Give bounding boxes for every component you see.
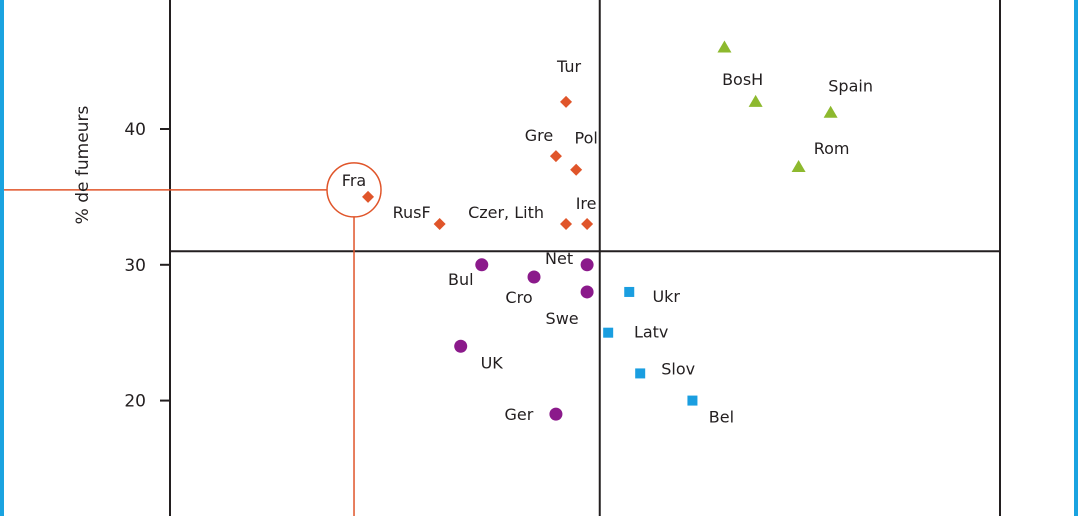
y-axis-label: % de fumeurs (73, 106, 93, 225)
point-net-marker (580, 258, 594, 272)
point-cro-marker (527, 270, 541, 284)
point-ukr-label: Ukr (652, 287, 680, 306)
point-latv-marker (603, 327, 614, 338)
point-unlabeled-1-0-marker (717, 40, 732, 53)
highlight-circle (326, 162, 382, 218)
y-tick-label: 40 (124, 120, 146, 140)
point-fra-label: Fra (342, 171, 366, 190)
point-swe-marker (580, 285, 594, 299)
point-gre-marker (549, 150, 562, 163)
point-gre-label: Gre (525, 126, 553, 145)
y-tick-label: 20 (124, 392, 146, 412)
point-ger-marker (549, 407, 563, 421)
point-pol-label: Pol (574, 129, 597, 148)
point-uk-label: UK (481, 353, 504, 372)
point-fra-marker (362, 190, 375, 203)
point-ire-marker (581, 218, 594, 231)
point-slov-marker (635, 368, 646, 379)
point-bosh-marker (748, 94, 763, 107)
point-rom-label: Rom (814, 139, 850, 158)
y-tick-label: 30 (124, 256, 146, 276)
point-ger-label: Ger (505, 405, 534, 424)
point-rusf-label: RusF (393, 203, 431, 222)
point-ire-label: Ire (576, 194, 597, 213)
point-rom-marker (791, 160, 806, 173)
point-cro-label: Cro (505, 288, 532, 307)
point-slov-label: Slov (661, 359, 695, 378)
point-bel-label: Bel (709, 408, 734, 427)
point-tur-label: Tur (556, 57, 581, 76)
point-swe-label: Swe (546, 309, 579, 328)
point-tur-marker (560, 95, 573, 108)
point-rusf-marker (433, 218, 446, 231)
point-bosh-label: BosH (722, 70, 763, 89)
point-bul-label: Bul (448, 270, 474, 289)
point-latv-label: Latv (634, 323, 668, 342)
point-bul-marker (475, 258, 489, 272)
point-ukr-marker (624, 286, 635, 297)
point-uk-marker (454, 339, 468, 353)
point-spain-marker (823, 105, 838, 118)
point-net-label: Net (545, 249, 573, 268)
point-spain-label: Spain (828, 77, 873, 96)
point-bel-marker (687, 395, 698, 406)
point-pol-marker (570, 163, 583, 176)
point-czer-lith-label: Czer, Lith (468, 203, 544, 222)
point-czer-lith-marker (560, 218, 573, 231)
